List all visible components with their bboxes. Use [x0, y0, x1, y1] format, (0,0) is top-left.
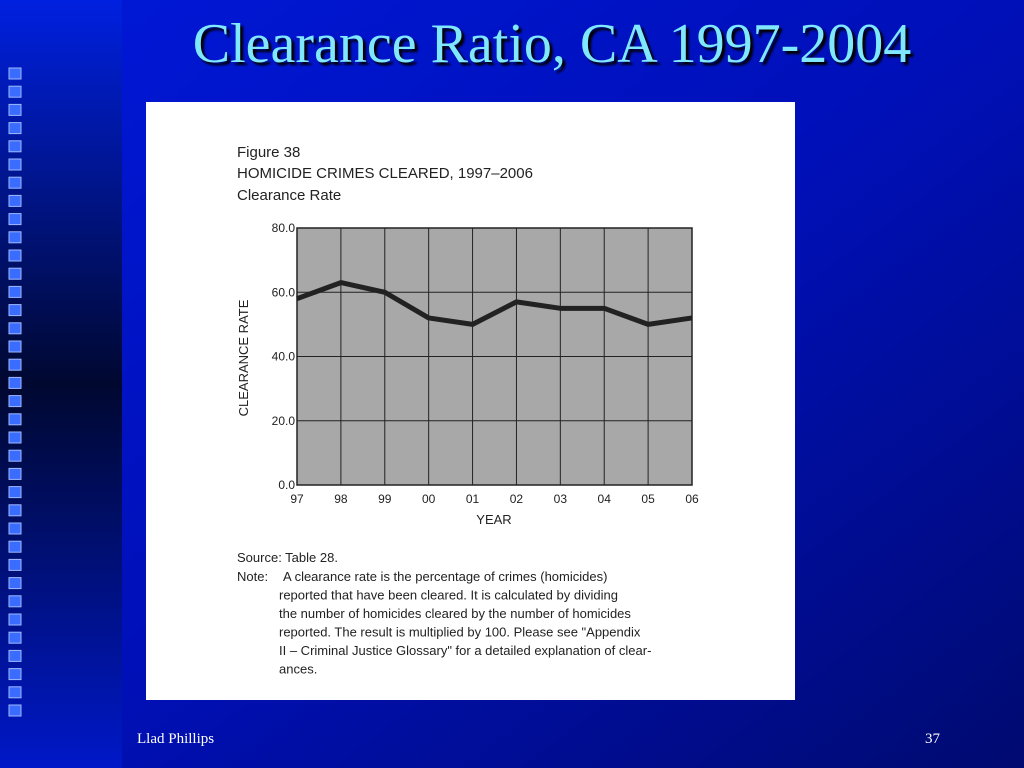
square	[8, 267, 22, 280]
square	[8, 686, 22, 699]
square	[8, 176, 22, 189]
square	[8, 358, 22, 371]
square	[8, 322, 22, 335]
footer-author: Llad Phillips	[137, 731, 214, 747]
x-tick-label: 05	[641, 492, 655, 506]
square	[8, 122, 22, 135]
note-line: the number of homicides cleared by the n…	[279, 606, 631, 621]
square	[8, 577, 22, 590]
x-tick-label: 00	[422, 492, 436, 506]
square	[8, 522, 22, 535]
chart-title: HOMICIDE CRIMES CLEARED, 1997–2006	[237, 165, 533, 182]
square	[8, 467, 22, 480]
y-tick-label: 20.0	[272, 414, 296, 428]
square-pattern	[8, 67, 22, 717]
x-tick-label: 02	[510, 492, 524, 506]
square	[8, 631, 22, 644]
note-line: reported that have been cleared. It is c…	[279, 588, 618, 603]
square	[8, 558, 22, 571]
y-tick-label: 60.0	[272, 285, 296, 299]
y-axis-label: CLEARANCE RATE	[236, 299, 251, 416]
square	[8, 649, 22, 662]
square	[8, 85, 22, 98]
page-number: 37	[925, 731, 941, 747]
square	[8, 67, 22, 80]
note-line: reported. The result is multiplied by 10…	[279, 625, 641, 640]
y-tick-label: 40.0	[272, 350, 296, 364]
x-tick-label: 04	[598, 492, 612, 506]
note-line: II – Criminal Justice Glossary" for a de…	[279, 643, 651, 658]
note-label: Note:	[237, 569, 268, 584]
data-line	[296, 280, 693, 327]
square	[8, 103, 22, 116]
note-line: A clearance rate is the percentage of cr…	[283, 569, 607, 584]
x-tick-label: 06	[685, 492, 699, 506]
note-line: ances.	[279, 662, 317, 677]
square	[8, 413, 22, 426]
square	[8, 395, 22, 408]
x-tick-label: 01	[466, 492, 480, 506]
slide-title: Clearance Ratio, CA 1997-2004	[193, 13, 912, 75]
x-tick-label: 97	[290, 492, 304, 506]
x-tick-label: 98	[334, 492, 348, 506]
chart-subtitle: Clearance Rate	[237, 187, 341, 204]
square	[8, 340, 22, 353]
square	[8, 158, 22, 171]
x-tick-label: 99	[378, 492, 392, 506]
square	[8, 431, 22, 444]
figure-label: Figure 38	[237, 144, 300, 161]
square	[8, 486, 22, 499]
x-tick-label: 03	[554, 492, 568, 506]
square	[8, 376, 22, 389]
square	[8, 504, 22, 517]
square	[8, 595, 22, 608]
y-tick-label: 0.0	[278, 478, 295, 492]
square	[8, 285, 22, 298]
x-axis-label: YEAR	[476, 512, 511, 527]
y-tick-label: 80.0	[272, 221, 296, 235]
square	[8, 540, 22, 553]
source: Source: Table 28.	[237, 550, 338, 565]
square	[8, 231, 22, 244]
square	[8, 613, 22, 626]
square	[8, 668, 22, 681]
square	[8, 704, 22, 717]
square	[8, 213, 22, 226]
notes: A clearance rate is the percentage of cr…	[279, 569, 651, 677]
square	[8, 140, 22, 153]
square	[8, 449, 22, 462]
square	[8, 194, 22, 207]
square	[8, 249, 22, 262]
square	[8, 304, 22, 317]
